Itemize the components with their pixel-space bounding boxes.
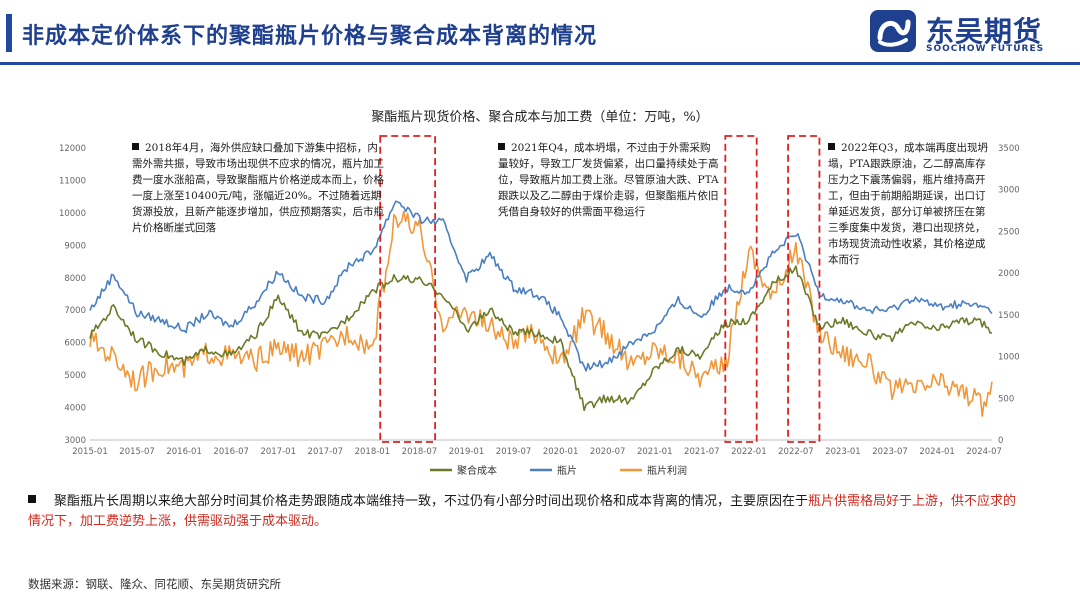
x-tick-label: 2019-07 bbox=[496, 447, 532, 457]
y-right-tick-label: 2500 bbox=[998, 227, 1020, 237]
x-tick-label: 2018-01 bbox=[355, 447, 391, 457]
x-tick-label: 2022-01 bbox=[731, 447, 767, 457]
legend-label-0: 聚合成本 bbox=[457, 464, 497, 477]
summary-text: 聚酯瓶片长周期以来绝大部分时间其价格走势跟随成本端维持一致，不过仍有小部分时间出… bbox=[54, 494, 809, 509]
summary-highlight: 瓶片供需格局好于上游，供不应求的情况下，加工费逆势上涨，供需驱动强于成本驱动。 bbox=[28, 494, 1017, 529]
series-line-0 bbox=[89, 265, 993, 412]
y-right-tick-label: 1000 bbox=[998, 353, 1020, 363]
x-tick-label: 2021-07 bbox=[684, 447, 720, 457]
y-left-tick-label: 11000 bbox=[60, 176, 86, 186]
chart-title: 聚酯瓶片现货价格、聚合成本与加工费（单位：万吨，%） bbox=[371, 110, 709, 125]
x-tick-label: 2015-01 bbox=[72, 447, 108, 457]
price-cost-chart: 3000400050006000700080009000100001100012… bbox=[60, 135, 1020, 477]
bullet-icon bbox=[498, 143, 505, 150]
y-left-tick-label: 6000 bbox=[64, 339, 86, 349]
annotation-text: 2018年4月，海外供应缺口叠加下游集中招标，内需外需共振，导致市场出现供不应求… bbox=[132, 142, 384, 234]
y-right-tick-label: 3000 bbox=[998, 186, 1020, 196]
y-right-tick-label: 2000 bbox=[998, 269, 1020, 279]
y-left-tick-label: 8000 bbox=[64, 274, 86, 284]
y-right-tick-label: 500 bbox=[998, 394, 1014, 404]
x-tick-label: 2018-07 bbox=[402, 447, 438, 457]
legend-label-1: 瓶片 bbox=[557, 464, 577, 477]
bullet-icon bbox=[828, 143, 835, 150]
x-tick-label: 2021-01 bbox=[637, 447, 673, 457]
y-left-tick-label: 5000 bbox=[64, 371, 86, 381]
series-line-2 bbox=[89, 210, 993, 417]
logo-mark-icon bbox=[870, 10, 916, 52]
x-tick-label: 2019-01 bbox=[449, 447, 485, 457]
y-right-tick-label: 0 bbox=[998, 436, 1003, 446]
legend-label-2: 瓶片利润 bbox=[647, 464, 687, 477]
x-tick-label: 2023-07 bbox=[872, 447, 908, 457]
y-right-tick-label: 3500 bbox=[998, 144, 1020, 154]
x-tick-label: 2016-01 bbox=[166, 447, 202, 457]
bullet-icon bbox=[132, 143, 139, 150]
x-tick-label: 2020-01 bbox=[543, 447, 579, 457]
y-left-tick-label: 7000 bbox=[64, 306, 86, 316]
y-left-tick-label: 4000 bbox=[64, 404, 86, 414]
page-header: 非成本定价体系下的聚酯瓶片价格与聚合成本背离的情况 东吴期货 SOOCHOW F… bbox=[0, 0, 1080, 78]
annotation-text: 2021年Q4，成本坍塌，不过由于外需采购量较好，导致工厂发货偏紧，出口量持续处… bbox=[498, 142, 719, 218]
x-tick-label: 2024-07 bbox=[966, 447, 1002, 457]
x-tick-label: 2023-01 bbox=[825, 447, 861, 457]
logo-name: 东吴期货 bbox=[926, 15, 1043, 48]
x-tick-label: 2017-07 bbox=[308, 447, 344, 457]
y-left-tick-label: 12000 bbox=[60, 144, 86, 154]
x-tick-label: 2016-07 bbox=[213, 447, 249, 457]
highlight-region-1 bbox=[724, 135, 758, 443]
highlight-region-0 bbox=[379, 135, 437, 443]
data-source: 数据来源：钢联、隆众、同花顺、东吴期货研究所 bbox=[28, 577, 281, 591]
x-tick-label: 2017-01 bbox=[260, 447, 296, 457]
y-right-tick-label: 1500 bbox=[998, 311, 1020, 321]
annotation-2022q3: 2022年Q3，成本端再度出现坍塌，PTA跟跌原油，乙二醇高库存压力之下震荡偏弱… bbox=[828, 140, 994, 268]
annotation-2021q4: 2021年Q4，成本坍塌，不过由于外需采购量较好，导致工厂发货偏紧，出口量持续处… bbox=[498, 140, 720, 220]
y-left-tick-label: 9000 bbox=[64, 241, 86, 251]
header-rule bbox=[0, 62, 1080, 65]
highlight-region-2 bbox=[787, 135, 821, 443]
series-line-1 bbox=[89, 200, 993, 372]
bullet-icon bbox=[28, 495, 36, 503]
x-tick-label: 2022-07 bbox=[778, 447, 814, 457]
company-logo: 东吴期货 SOOCHOW FUTURES bbox=[868, 8, 1068, 58]
annotation-text: 2022年Q3，成本端再度出现坍塌，PTA跟跌原油，乙二醇高库存压力之下震荡偏弱… bbox=[828, 142, 989, 266]
x-tick-label: 2024-01 bbox=[919, 447, 955, 457]
x-tick-label: 2020-07 bbox=[590, 447, 626, 457]
y-left-tick-label: 10000 bbox=[60, 209, 86, 219]
page-title: 非成本定价体系下的聚酯瓶片价格与聚合成本背离的情况 bbox=[22, 24, 598, 49]
y-left-tick-label: 3000 bbox=[64, 436, 86, 446]
annotation-2018: 2018年4月，海外供应缺口叠加下游集中招标，内需外需共振，导致市场出现供不应求… bbox=[132, 140, 384, 236]
logo-english-name: SOOCHOW FUTURES bbox=[926, 44, 1045, 54]
x-tick-label: 2015-07 bbox=[119, 447, 155, 457]
title-accent-bar bbox=[6, 14, 12, 52]
summary-note: 聚酯瓶片长周期以来绝大部分时间其价格走势跟随成本端维持一致，不过仍有小部分时间出… bbox=[28, 492, 1028, 532]
